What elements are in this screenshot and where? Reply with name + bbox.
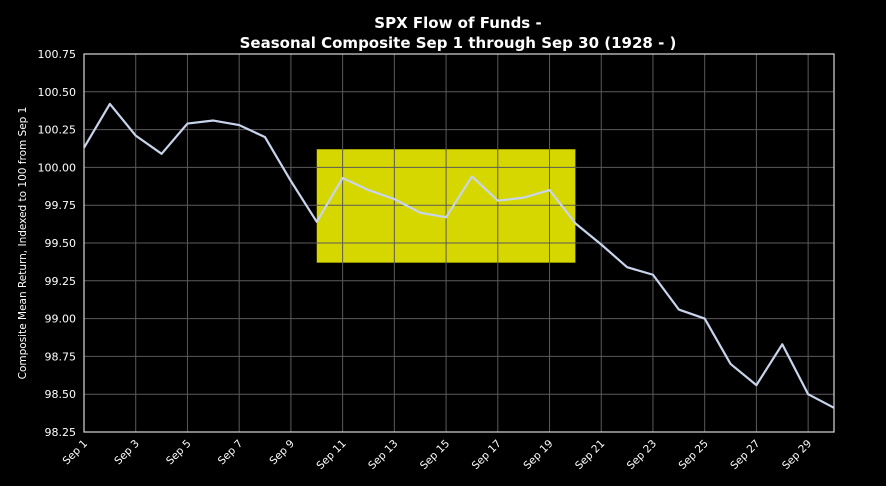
series-line-0 <box>83 102 835 409</box>
chart-subtitle: Seasonal Composite Sep 1 through Sep 30 … <box>240 34 677 52</box>
y-tick-label: 99.25 <box>45 275 77 288</box>
y-tick-label: 99.75 <box>45 199 77 212</box>
y-axis-label: Composite Mean Return, Indexed to 100 fr… <box>17 107 29 380</box>
y-tick-label: 98.25 <box>45 426 77 439</box>
y-tick-label: 99.00 <box>45 313 77 326</box>
y-tick-label: 99.50 <box>45 237 77 250</box>
y-tick-label: 98.50 <box>45 388 77 401</box>
chart-title: SPX Flow of Funds - <box>374 14 541 32</box>
y-tick-label: 98.75 <box>45 350 77 363</box>
plot-frame <box>83 53 835 433</box>
series-layer <box>83 102 835 409</box>
y-tick-label: 100.00 <box>38 161 77 174</box>
y-tick-labels: 98.25 98.50 98.75 99.00 99.25 99.50 99.75 100.0… <box>38 48 77 439</box>
y-tick-label: 100.75 <box>38 48 77 61</box>
y-tick-label: 100.25 <box>38 124 77 137</box>
y-tick-label: 100.50 <box>38 86 77 99</box>
